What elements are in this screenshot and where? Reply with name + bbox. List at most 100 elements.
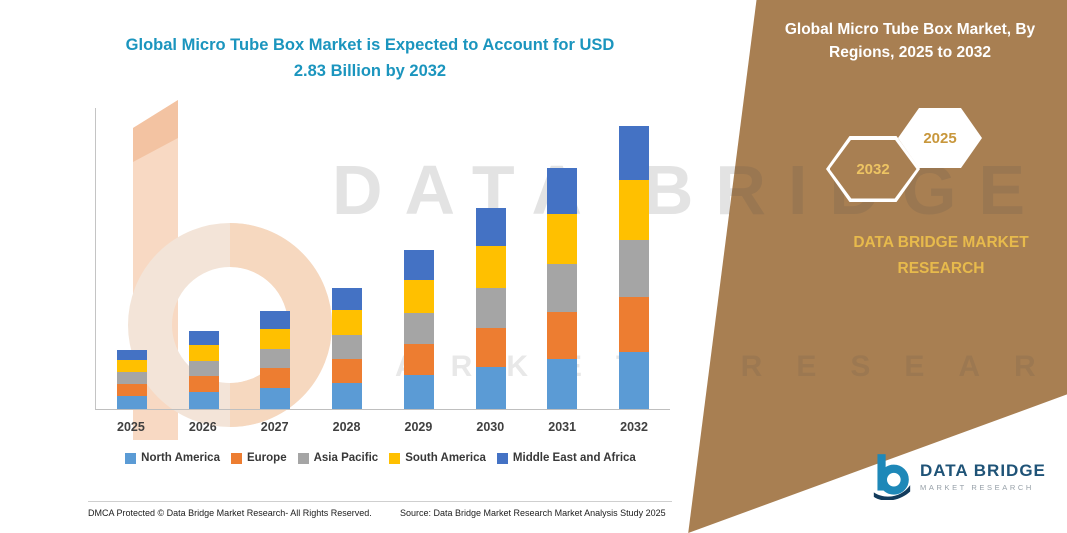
bar-group-2030 (455, 108, 527, 409)
bar-segment-asia-pacific (332, 335, 363, 359)
bar-stack (619, 126, 650, 409)
x-axis-label: 2028 (332, 420, 361, 434)
x-axis-label: 2027 (260, 420, 289, 434)
bar-stack (260, 311, 291, 409)
legend-label: North America (141, 452, 220, 464)
bar-segment-north-america (475, 367, 506, 409)
panel-brand-text: DATA BRIDGE MARKET RESEARCH (812, 230, 1067, 283)
bar-segment-europe (619, 297, 650, 352)
bar-segment-asia-pacific (260, 349, 291, 368)
bar-segment-europe (403, 344, 434, 375)
bar-segment-north-america (116, 396, 147, 409)
hexagon-2025: 2025 (898, 108, 982, 168)
bar-segment-asia-pacific (116, 372, 147, 384)
x-axis-label: 2032 (620, 420, 648, 434)
legend-item: Europe (230, 452, 287, 464)
bar-segment-middle-east-and-africa (619, 126, 650, 180)
bar-segment-south-america (619, 180, 650, 240)
data-bridge-b-icon (873, 454, 911, 500)
x-axis-label: 2025 (117, 420, 145, 434)
bar-segment-north-america (188, 392, 219, 409)
bar-segment-middle-east-and-africa (260, 311, 291, 329)
bar-segment-north-america (260, 388, 291, 409)
bar-segment-europe (260, 368, 291, 388)
hexagon-2032-label: 2032 (829, 139, 917, 199)
hexagon-2025-label: 2025 (901, 111, 979, 165)
bar-segment-north-america (332, 383, 363, 409)
x-axis-labels: 2025 2026 2027 2028 2029 2030 2031 2032 (95, 420, 670, 434)
bar-segment-middle-east-and-africa (116, 350, 147, 360)
bar-segment-south-america (116, 360, 147, 372)
bar-segment-north-america (547, 359, 578, 409)
legend-swatch (389, 452, 401, 464)
legend-item: South America (389, 452, 486, 464)
bar-stack (332, 288, 363, 409)
logo-subtitle: MARKET RESEARCH (920, 482, 1034, 492)
data-bridge-logo: DATA BRIDGE MARKET RESEARCH (872, 452, 1046, 500)
bar-segment-europe (547, 312, 578, 359)
bar-segment-north-america (619, 352, 650, 409)
bar-stack (475, 208, 506, 409)
bar-stack (188, 331, 219, 409)
legend-swatch (125, 452, 137, 464)
chart-title: Global Micro Tube Box Market is Expected… (105, 33, 635, 84)
bar-group-2025 (96, 108, 168, 409)
bar-segment-middle-east-and-africa (475, 208, 506, 246)
bar-segment-asia-pacific (547, 264, 578, 312)
bar-segment-south-america (475, 246, 506, 288)
bar-segment-north-america (403, 375, 434, 409)
bar-segment-asia-pacific (475, 288, 506, 328)
bar-stack (116, 350, 147, 409)
legend-label: Asia Pacific (313, 452, 379, 464)
bar-segment-middle-east-and-africa (188, 331, 219, 345)
x-axis-label: 2031 (548, 420, 577, 434)
bar-segment-asia-pacific (619, 240, 650, 297)
bar-group-2032 (598, 108, 670, 409)
watermark-text-market-research: MARKET RESEARCH (336, 350, 1067, 383)
legend-item: Middle East and Africa (496, 452, 636, 464)
bar-stack (547, 168, 578, 409)
bar-segment-south-america (332, 310, 363, 335)
legend-label: Europe (246, 452, 287, 464)
legend-label: Middle East and Africa (512, 452, 636, 464)
x-axis-label: 2029 (404, 420, 433, 434)
panel-title-line1: Global Micro Tube Box Market, By (784, 21, 1036, 38)
panel-title: Global Micro Tube Box Market, By Regions… (765, 18, 1055, 65)
panel-brand-line1: DATA BRIDGE MARKET (853, 234, 1029, 251)
bar-segment-south-america (547, 214, 578, 264)
logo-text-block: DATA BRIDGE MARKET RESEARCH (920, 461, 1046, 492)
legend-label: South America (405, 452, 486, 464)
chart-title-line2: 2.83 Billion by 2032 (293, 61, 447, 80)
bar-segment-asia-pacific (188, 361, 219, 376)
bar-group-2028 (311, 108, 383, 409)
bar-segment-south-america (260, 329, 291, 349)
bar-segment-europe (332, 359, 363, 383)
legend-swatch (230, 452, 242, 464)
bar-group-2026 (168, 108, 240, 409)
plot-area (95, 108, 670, 410)
panel-title-line2: Regions, 2025 to 2032 (829, 44, 991, 62)
x-axis-label: 2030 (476, 420, 505, 434)
bar-segment-middle-east-and-africa (547, 168, 578, 214)
legend: North America Europe Asia Pacific South Ame… (88, 452, 673, 464)
footer-divider (88, 501, 672, 502)
legend-swatch (496, 452, 508, 464)
bar-group-2027 (240, 108, 312, 409)
legend-item: Asia Pacific (297, 452, 379, 464)
panel-brand-line2: RESEARCH (897, 260, 985, 278)
legend-item: North America (125, 452, 220, 464)
bar-segment-south-america (403, 280, 434, 313)
legend-swatch (297, 452, 309, 464)
bar-group-2031 (527, 108, 599, 409)
footer-source-text: Source: Data Bridge Market Research Mark… (400, 508, 666, 518)
x-axis-label: 2026 (188, 420, 217, 434)
bar-segment-middle-east-and-africa (332, 288, 363, 310)
bar-segment-europe (116, 384, 147, 396)
bar-segment-south-america (188, 345, 219, 361)
bar-segment-europe (475, 328, 506, 367)
logo-title: DATA BRIDGE (920, 460, 1046, 480)
bar-segment-europe (188, 376, 219, 392)
bar-segment-middle-east-and-africa (403, 250, 434, 280)
bar-segment-asia-pacific (403, 313, 434, 344)
footer-dmca-text: DMCA Protected © Data Bridge Market Rese… (88, 508, 372, 518)
